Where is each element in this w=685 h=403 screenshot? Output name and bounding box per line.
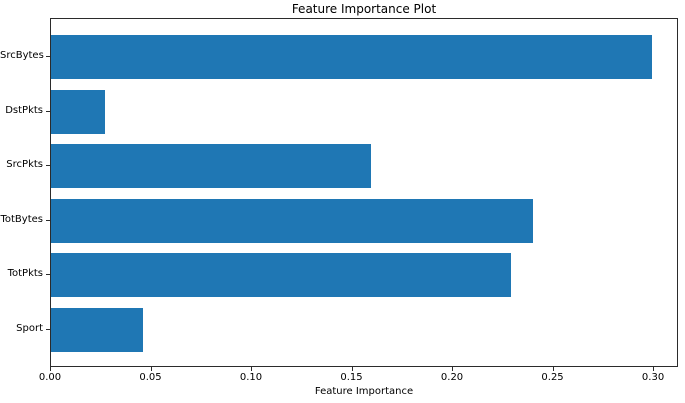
x-tick-mark	[150, 367, 152, 371]
x-tick-label: 0.15	[340, 372, 363, 383]
bar-totbytes	[51, 198, 534, 243]
x-tick-label: 0.30	[641, 372, 665, 383]
bar-srcbytes	[51, 35, 653, 80]
plot-area	[50, 18, 678, 367]
y-tick-label: DstPkts	[5, 104, 43, 116]
y-tick-label: Sport	[16, 322, 43, 334]
y-tick-mark	[46, 110, 50, 112]
x-tick-label: 0.00	[38, 372, 62, 383]
y-tick-mark	[46, 274, 50, 276]
x-tick-mark	[452, 367, 454, 371]
x-tick-mark	[351, 367, 353, 371]
x-tick-label: 0.05	[139, 372, 162, 383]
y-tick-label: SrcPkts	[6, 159, 43, 171]
x-tick-mark	[653, 367, 655, 371]
bar-totpkts	[51, 253, 512, 298]
x-tick-mark	[251, 367, 253, 371]
y-tick-label: TotPkts	[7, 268, 43, 280]
bar-dstpkts	[51, 89, 106, 134]
x-tick-mark	[552, 367, 554, 371]
y-tick-label: SrcBytes	[0, 50, 44, 62]
bar-srcpkts	[51, 144, 371, 189]
x-tick-label: 0.20	[440, 372, 464, 383]
x-tick-mark	[50, 367, 51, 371]
x-axis-label: Feature Importance	[314, 386, 414, 397]
chart-title: Feature Importance Plot	[291, 2, 437, 16]
y-tick-mark	[46, 328, 50, 330]
y-tick-mark	[46, 219, 50, 221]
bar-sport	[51, 307, 144, 352]
x-tick-label: 0.25	[541, 372, 564, 383]
y-tick-mark	[46, 56, 50, 58]
y-tick-mark	[46, 165, 50, 167]
x-tick-label: 0.10	[239, 372, 263, 383]
y-tick-label: TotBytes	[0, 213, 43, 225]
